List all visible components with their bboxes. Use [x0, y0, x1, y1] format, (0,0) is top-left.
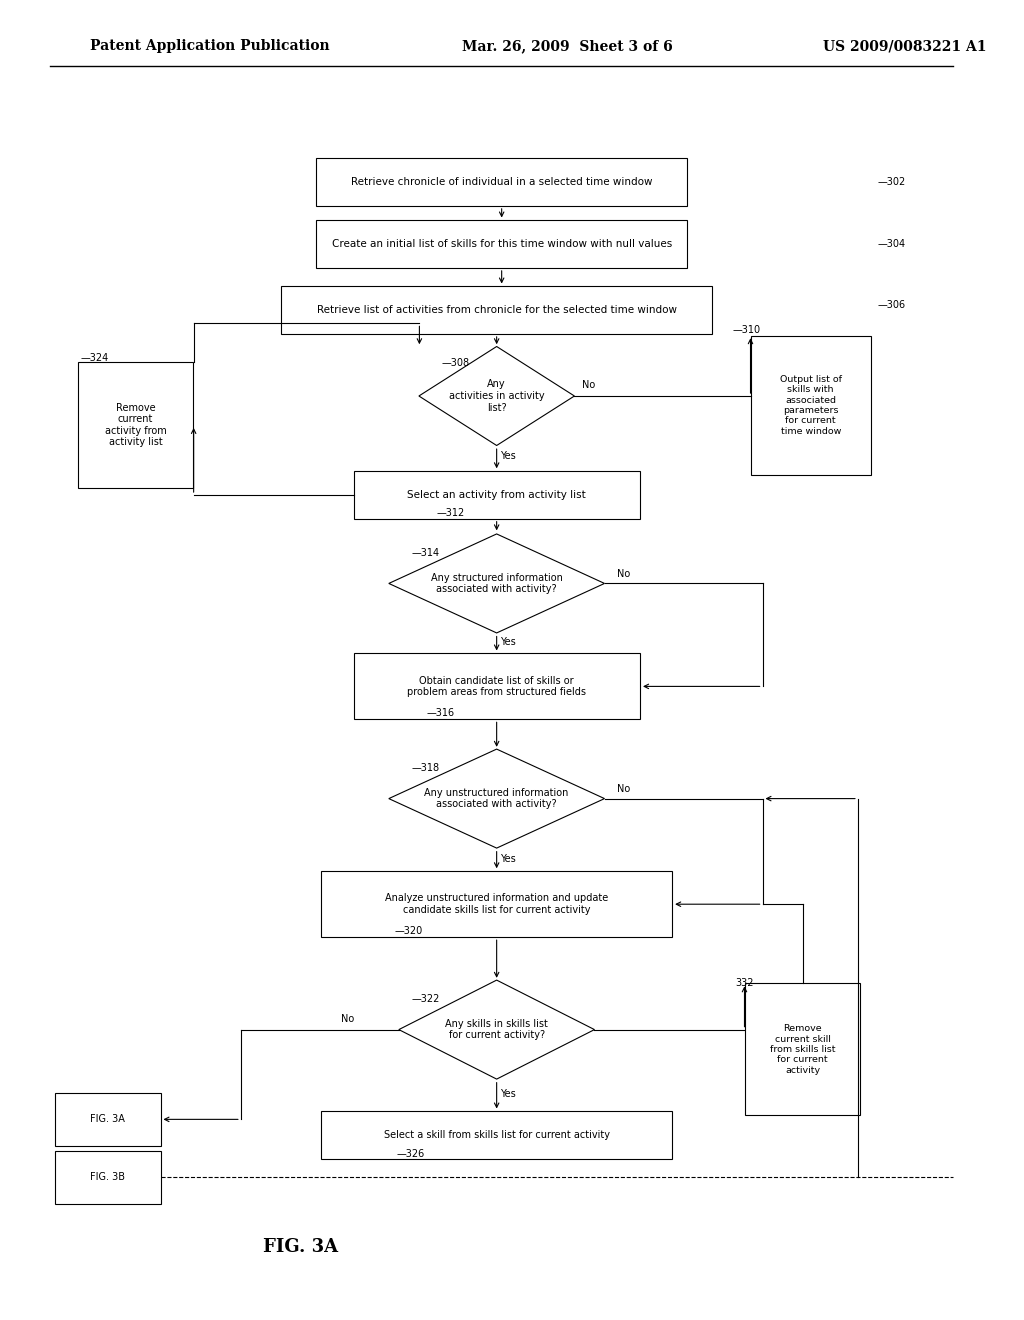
Text: —320: —320	[394, 925, 423, 936]
FancyBboxPatch shape	[55, 1151, 161, 1204]
Text: Yes: Yes	[500, 854, 515, 865]
Text: Output list of
skills with
associated
parameters
for current
time window: Output list of skills with associated pa…	[779, 375, 842, 436]
FancyBboxPatch shape	[316, 158, 687, 206]
Text: Create an initial list of skills for this time window with null values: Create an initial list of skills for thi…	[332, 239, 672, 249]
Text: Any structured information
associated with activity?: Any structured information associated wi…	[431, 573, 562, 594]
Text: Remove
current
activity from
activity list: Remove current activity from activity li…	[104, 403, 166, 447]
Text: Remove
current skill
from skills list
for current
activity: Remove current skill from skills list fo…	[770, 1024, 836, 1074]
FancyBboxPatch shape	[281, 286, 713, 334]
Polygon shape	[389, 750, 604, 847]
Text: —316: —316	[426, 708, 455, 718]
Text: No: No	[341, 1014, 354, 1024]
Text: FIG. 3A: FIG. 3A	[263, 1238, 339, 1257]
FancyBboxPatch shape	[316, 220, 687, 268]
Text: —324: —324	[80, 352, 109, 363]
FancyBboxPatch shape	[78, 362, 194, 487]
Polygon shape	[398, 979, 595, 1080]
Text: —304: —304	[878, 239, 906, 249]
Text: Analyze unstructured information and update
candidate skills list for current ac: Analyze unstructured information and upd…	[385, 894, 608, 915]
Text: Select a skill from skills list for current activity: Select a skill from skills list for curr…	[384, 1130, 609, 1140]
Text: No: No	[617, 784, 631, 795]
Text: —312: —312	[436, 508, 465, 519]
FancyBboxPatch shape	[322, 871, 672, 937]
Polygon shape	[419, 347, 574, 446]
Text: Obtain candidate list of skills or
problem areas from structured fields: Obtain candidate list of skills or probl…	[408, 676, 586, 697]
Text: No: No	[582, 380, 595, 391]
Text: Yes: Yes	[500, 1089, 515, 1100]
Text: Yes: Yes	[500, 638, 515, 648]
Text: Any unstructured information
associated with activity?: Any unstructured information associated …	[425, 788, 569, 809]
Text: No: No	[617, 569, 631, 579]
Text: —326: —326	[396, 1148, 425, 1159]
Text: —306: —306	[878, 300, 906, 310]
Text: 332—: 332—	[735, 978, 764, 989]
Text: —308: —308	[441, 358, 470, 368]
Text: —310: —310	[732, 325, 761, 335]
Text: Mar. 26, 2009  Sheet 3 of 6: Mar. 26, 2009 Sheet 3 of 6	[462, 40, 673, 53]
Text: Yes: Yes	[500, 451, 515, 462]
Text: Select an activity from activity list: Select an activity from activity list	[408, 490, 586, 500]
Text: Patent Application Publication: Patent Application Publication	[90, 40, 330, 53]
FancyBboxPatch shape	[322, 1111, 672, 1159]
FancyBboxPatch shape	[745, 983, 860, 1115]
Text: —318: —318	[412, 763, 439, 774]
Text: —314: —314	[412, 548, 439, 558]
Text: Retrieve chronicle of individual in a selected time window: Retrieve chronicle of individual in a se…	[351, 177, 652, 187]
Polygon shape	[389, 533, 604, 632]
FancyBboxPatch shape	[55, 1093, 161, 1146]
Text: —302: —302	[878, 177, 906, 187]
FancyBboxPatch shape	[353, 471, 640, 519]
Text: Retrieve list of activities from chronicle for the selected time window: Retrieve list of activities from chronic…	[316, 305, 677, 315]
FancyBboxPatch shape	[353, 653, 640, 719]
Text: US 2009/0083221 A1: US 2009/0083221 A1	[822, 40, 986, 53]
FancyBboxPatch shape	[751, 337, 870, 475]
Text: Any skills in skills list
for current activity?: Any skills in skills list for current ac…	[445, 1019, 548, 1040]
Text: FIG. 3B: FIG. 3B	[90, 1172, 125, 1183]
Text: Any
activities in activity
list?: Any activities in activity list?	[449, 379, 545, 413]
Text: —322: —322	[412, 994, 439, 1005]
Text: FIG. 3A: FIG. 3A	[90, 1114, 125, 1125]
